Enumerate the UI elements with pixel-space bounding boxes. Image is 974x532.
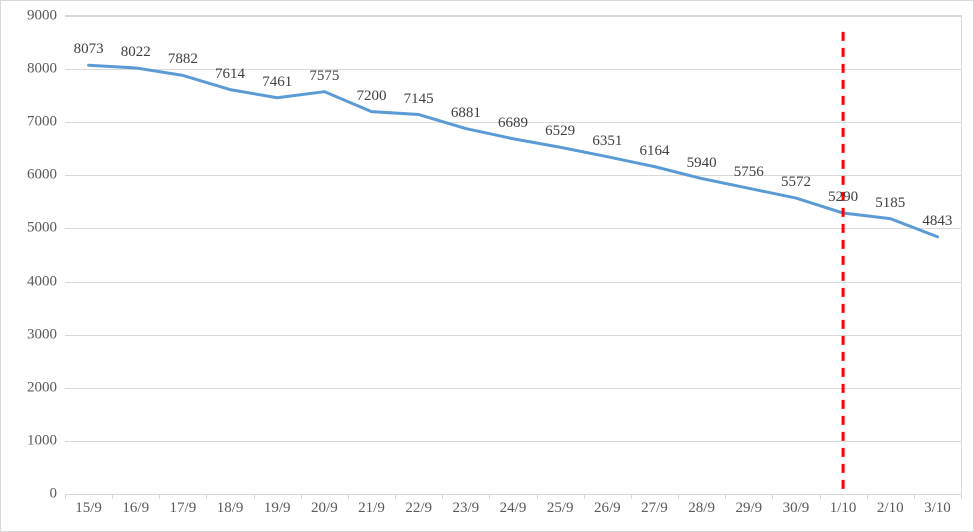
x-axis-tick (489, 494, 490, 499)
x-axis-tick-label: 17/9 (170, 494, 197, 517)
data-label: 5940 (687, 155, 717, 172)
data-label: 7461 (262, 74, 292, 91)
x-axis-tick-label: 15/9 (75, 494, 102, 517)
y-axis-tick-label: 4000 (27, 273, 65, 290)
x-axis-tick (442, 494, 443, 499)
x-axis-tick-label: 30/9 (783, 494, 810, 517)
y-axis-tick-label: 9000 (27, 8, 65, 25)
x-axis-tick-label: 24/9 (500, 494, 527, 517)
x-axis-tick-label: 27/9 (641, 494, 668, 517)
x-axis-tick-label: 2/10 (877, 494, 904, 517)
x-axis-tick-label: 20/9 (311, 494, 338, 517)
x-axis-tick (65, 494, 66, 499)
y-axis-tick-label: 6000 (27, 167, 65, 184)
x-axis-tick-label: 21/9 (358, 494, 385, 517)
line-series (65, 16, 961, 494)
x-axis-tick-label: 25/9 (547, 494, 574, 517)
y-axis-tick-label: 2000 (27, 379, 65, 396)
x-axis-tick-label: 23/9 (452, 494, 479, 517)
x-axis-tick (631, 494, 632, 499)
y-axis-tick-label: 1000 (27, 432, 65, 449)
data-label: 5756 (734, 164, 764, 181)
x-axis-tick (725, 494, 726, 499)
x-axis-tick (820, 494, 821, 499)
data-label: 5572 (781, 174, 811, 191)
plot-area: 010002000300040005000600070008000900015/… (65, 15, 962, 494)
data-label: 8022 (121, 44, 151, 61)
data-label: 5290 (828, 189, 858, 206)
data-label: 6164 (639, 143, 669, 160)
data-label: 7200 (357, 88, 387, 105)
y-axis-tick-label: 5000 (27, 220, 65, 237)
x-axis-tick (112, 494, 113, 499)
x-axis-tick (301, 494, 302, 499)
x-axis-tick (772, 494, 773, 499)
y-axis-tick-label: 8000 (27, 61, 65, 78)
data-label: 7882 (168, 51, 198, 68)
x-axis-tick (914, 494, 915, 499)
data-label: 7614 (215, 66, 245, 83)
x-axis-tick-label: 19/9 (264, 494, 291, 517)
x-axis-tick-label: 22/9 (405, 494, 432, 517)
x-axis-tick-label: 3/10 (924, 494, 951, 517)
x-axis-tick-label: 29/9 (735, 494, 762, 517)
x-axis-tick (584, 494, 585, 499)
x-axis-tick (348, 494, 349, 499)
x-axis-tick (537, 494, 538, 499)
data-label: 6351 (592, 133, 622, 150)
x-axis-tick (159, 494, 160, 499)
x-axis-tick-label: 28/9 (688, 494, 715, 517)
x-axis-tick (395, 494, 396, 499)
data-label: 6689 (498, 115, 528, 132)
y-axis-tick-label: 7000 (27, 114, 65, 131)
data-label: 6529 (545, 123, 575, 140)
data-label: 6881 (451, 105, 481, 122)
y-axis-tick-label: 0 (50, 486, 66, 503)
data-label: 7145 (404, 91, 434, 108)
x-axis-tick (678, 494, 679, 499)
x-axis-tick-label: 26/9 (594, 494, 621, 517)
x-axis-tick (206, 494, 207, 499)
y-axis-tick-label: 3000 (27, 326, 65, 343)
data-label: 4843 (922, 213, 952, 230)
x-axis-tick (867, 494, 868, 499)
data-label: 8073 (74, 41, 104, 58)
x-axis-tick-label: 1/10 (830, 494, 857, 517)
x-axis-tick (961, 494, 962, 499)
data-label: 5185 (875, 195, 905, 212)
chart-container: 0 1000 2000 3000 4000 5000 6000 7000 8000 9000 15/… (0, 0, 974, 532)
x-axis-tick-label: 18/9 (217, 494, 244, 517)
data-label: 7575 (309, 68, 339, 85)
x-axis-tick-label: 16/9 (122, 494, 149, 517)
x-axis-tick (254, 494, 255, 499)
